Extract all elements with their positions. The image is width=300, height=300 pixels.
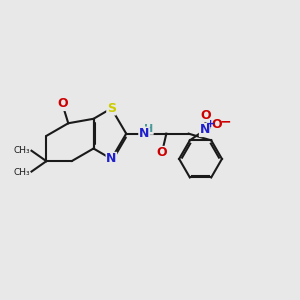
Text: CH₃: CH₃ [14,168,30,177]
Text: S: S [107,102,116,115]
Text: O: O [211,118,222,130]
Text: CH₃: CH₃ [14,146,30,154]
Text: N: N [106,152,116,165]
Text: N: N [200,124,210,136]
Text: N: N [139,127,149,140]
Text: O: O [201,109,211,122]
Text: H: H [144,124,153,134]
Text: O: O [57,98,68,110]
Text: O: O [157,146,167,160]
Text: +: + [206,119,215,129]
Text: −: − [220,114,231,128]
